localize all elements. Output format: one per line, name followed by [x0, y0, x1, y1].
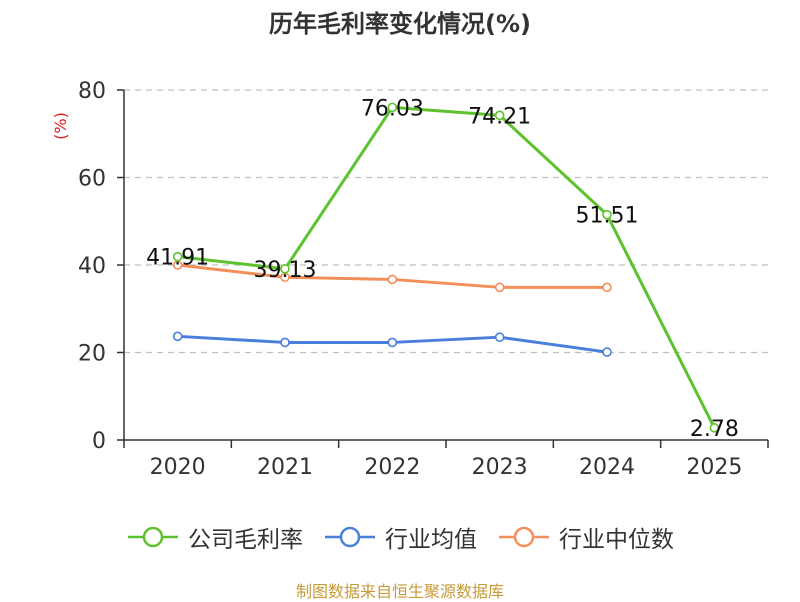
data-label: 76.03 — [361, 96, 424, 121]
data-point — [387, 274, 398, 285]
data-point — [602, 282, 612, 293]
data-label: 74.21 — [468, 104, 531, 129]
data-point — [494, 282, 505, 293]
legend-item[interactable]: 公司毛利率 — [126, 520, 303, 554]
data-point — [602, 209, 612, 220]
data-point — [387, 337, 398, 348]
data-point — [172, 331, 183, 342]
legend-swatch-icon — [325, 526, 375, 548]
legend-swatch-marker — [339, 526, 361, 548]
source-note: 制图数据来自恒生聚源数据库 — [295, 582, 504, 601]
legend-label: 行业中位数 — [559, 527, 674, 553]
y-tick-label: 20 — [78, 342, 106, 367]
y-tick-label: 60 — [78, 167, 106, 192]
data-point — [172, 251, 183, 262]
legend-swatch-marker — [513, 526, 535, 548]
legend-swatch-icon — [128, 526, 178, 548]
y-axis-label: (%) — [51, 112, 70, 140]
chart-title: 历年毛利率变化情况(%) — [269, 10, 531, 38]
y-tick-label: 0 — [92, 429, 106, 454]
data-point — [602, 347, 612, 357]
y-tick-label: 80 — [78, 79, 106, 104]
legend-swatch-icon — [499, 526, 549, 548]
data-point — [387, 102, 398, 113]
data-label: 2.78 — [690, 417, 739, 442]
x-tick-label: 2020 — [150, 455, 206, 480]
data-label: 51.51 — [576, 204, 639, 229]
data-point — [280, 264, 290, 274]
x-tick-label: 2024 — [579, 455, 635, 480]
axes: 0 20 40 60 80 2020 2021 2022 2023 2024 2025 — [78, 79, 769, 480]
legend-item[interactable]: 行业均值 — [323, 520, 477, 554]
data-point — [494, 332, 505, 342]
x-tick-label: 2022 — [364, 455, 420, 480]
series-lines — [172, 102, 720, 433]
legend-label: 公司毛利率 — [188, 527, 303, 553]
x-tick-label: 2025 — [686, 455, 742, 480]
legend-item[interactable]: 行业中位数 — [497, 520, 674, 554]
data-label: 41.91 — [146, 246, 209, 271]
data-point — [494, 110, 505, 121]
gridlines — [124, 89, 768, 354]
data-point — [280, 337, 290, 348]
data-point — [709, 423, 720, 433]
legend-label: 行业均值 — [385, 527, 477, 553]
legend-swatch-marker — [142, 526, 164, 548]
line-chart: 0 20 40 60 80 2020 2021 2022 2023 2024 2025 41.91 3… — [51, 79, 769, 480]
data-labels: 41.91 39.13 76.03 74.21 51.51 2.78 — [146, 96, 739, 441]
data-label: 39.13 — [254, 258, 317, 283]
y-tick-label: 40 — [78, 254, 106, 279]
series-line — [177, 105, 716, 429]
x-tick-label: 2021 — [257, 455, 313, 480]
legend: 公司毛利率 行业均值 行业中位数 — [0, 520, 800, 554]
x-tick-label: 2023 — [472, 455, 528, 480]
